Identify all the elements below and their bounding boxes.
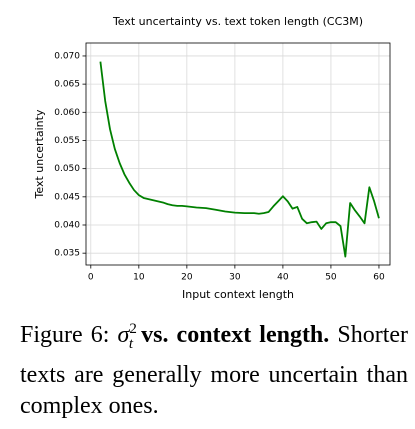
y-tick-label: 0.065 — [54, 80, 80, 90]
x-tick-label: 40 — [277, 273, 289, 283]
plot-frame — [85, 42, 391, 266]
x-tick-label: 0 — [88, 273, 94, 283]
chart: Text uncertainty vs. text token length (… — [33, 15, 391, 301]
plot-area — [86, 43, 390, 265]
x-axis-label: Input context length — [182, 288, 294, 301]
symbol-sup: 2 — [129, 321, 137, 337]
y-tick-label: 0.045 — [54, 192, 80, 202]
y-tick-label: 0.035 — [54, 249, 80, 259]
y-tick-label: 0.050 — [54, 164, 80, 174]
x-tick-label: 60 — [373, 273, 385, 283]
x-tick-label: 30 — [229, 273, 241, 283]
data-line — [99, 61, 380, 258]
y-tick-label: 0.060 — [54, 108, 80, 118]
chart-title: Text uncertainty vs. text token length (… — [112, 15, 363, 28]
x-tick-label: 10 — [133, 273, 145, 283]
caption: Figure 6: σ2t vs. context length. Shorte… — [20, 314, 408, 422]
y-tick-label: 0.040 — [54, 220, 80, 230]
x-tick-label: 20 — [181, 273, 193, 283]
y-tick-label: 0.070 — [54, 51, 80, 61]
caption-text: Shorter texts are generally more uncerta… — [20, 322, 409, 419]
caption-bold: vs. context length. — [141, 322, 330, 348]
x-tick-label: 50 — [325, 273, 337, 283]
symbol: σ — [117, 322, 130, 348]
symbol-sub: t — [128, 335, 134, 352]
y-axis-label: Text uncertainty — [33, 109, 46, 199]
figure-label: Figure 6: — [20, 322, 110, 348]
y-tick-label: 0.055 — [54, 136, 80, 146]
